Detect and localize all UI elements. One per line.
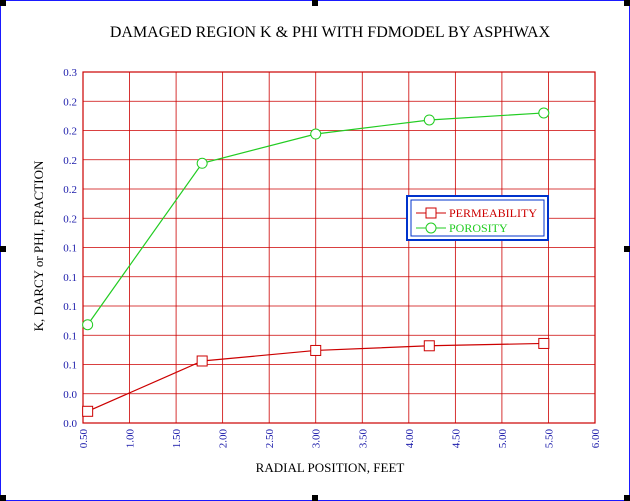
x-tick-label: 1.50 xyxy=(171,429,183,449)
x-tick-label: 6.00 xyxy=(590,429,602,449)
legend-label-permeability: PERMEABILITY xyxy=(449,206,537,220)
y-tick-label: 0.1 xyxy=(63,301,77,313)
y-tick-label: 0.0 xyxy=(63,389,77,401)
data-point-permeability xyxy=(196,355,208,367)
y-tick-label: 0.1 xyxy=(63,243,77,255)
y-axis-ticks: 0.0 0.0 0.1 0.1 0.1 0.1 0.1 0.2 0.2 0.2 0.2 0.2 0.3 xyxy=(63,67,77,430)
resize-handle-top-middle[interactable] xyxy=(312,0,318,6)
y-tick-label: 0.1 xyxy=(63,272,77,284)
resize-handle-top-left[interactable] xyxy=(0,0,6,6)
data-point-permeability xyxy=(82,405,94,417)
x-tick-label: 0.50 xyxy=(78,429,90,449)
y-tick-label: 0.0 xyxy=(63,418,77,430)
legend-inner-border xyxy=(410,199,545,237)
x-tick-label: 5.00 xyxy=(497,429,509,449)
y-tick-label: 0.2 xyxy=(63,126,77,138)
x-tick-label: 1.00 xyxy=(125,429,137,449)
resize-handle-bottom-right[interactable] xyxy=(624,495,630,501)
data-point-permeability xyxy=(310,344,322,356)
x-axis-ticks: 0.50 1.00 1.50 2.00 2.50 3.00 3.50 4.00 4.50 5.00… xyxy=(78,429,602,449)
legend[interactable]: PERMEABILITY POROSITY xyxy=(406,195,549,241)
y-axis-label: K, DARCY or PHI, FRACTION xyxy=(31,160,46,331)
x-tick-label: 2.50 xyxy=(264,429,276,449)
legend-label-porosity: POROSITY xyxy=(449,221,508,235)
x-tick-label: 2.00 xyxy=(218,429,230,449)
x-tick-label: 3.50 xyxy=(357,429,369,449)
data-point-permeability xyxy=(423,340,435,352)
y-tick-label: 0.2 xyxy=(63,213,77,225)
legend-square-marker xyxy=(425,207,437,219)
x-axis-label: RADIAL POSITION, FEET xyxy=(256,460,405,475)
resize-handle-middle-left[interactable] xyxy=(0,246,6,252)
data-point-porosity xyxy=(310,128,322,140)
resize-handle-bottom-middle[interactable] xyxy=(312,495,318,501)
plot-area xyxy=(82,71,596,424)
grid xyxy=(82,71,596,424)
data-point-porosity xyxy=(82,319,94,331)
x-tick-label: 3.00 xyxy=(311,429,323,449)
y-tick-label: 0.2 xyxy=(63,155,77,167)
y-tick-label: 0.3 xyxy=(63,67,77,79)
data-point-porosity xyxy=(538,107,550,119)
x-tick-label: 4.00 xyxy=(404,429,416,449)
x-tick-label: 4.50 xyxy=(450,429,462,449)
y-tick-label: 0.2 xyxy=(63,96,77,108)
data-point-porosity xyxy=(423,114,435,126)
y-tick-label: 0.1 xyxy=(63,330,77,342)
x-tick-label: 5.50 xyxy=(543,429,555,449)
resize-handle-middle-right[interactable] xyxy=(624,246,630,252)
data-point-porosity xyxy=(196,157,208,169)
series-layer xyxy=(82,107,550,417)
y-tick-label: 0.1 xyxy=(63,360,77,372)
resize-handle-bottom-left[interactable] xyxy=(0,495,6,501)
chart-title: DAMAGED REGION K & PHI WITH FDMODEL BY A… xyxy=(110,24,551,41)
legend-circle-marker xyxy=(425,222,437,234)
data-point-permeability xyxy=(538,337,550,349)
resize-handle-top-right[interactable] xyxy=(624,0,630,6)
y-tick-label: 0.2 xyxy=(63,184,77,196)
